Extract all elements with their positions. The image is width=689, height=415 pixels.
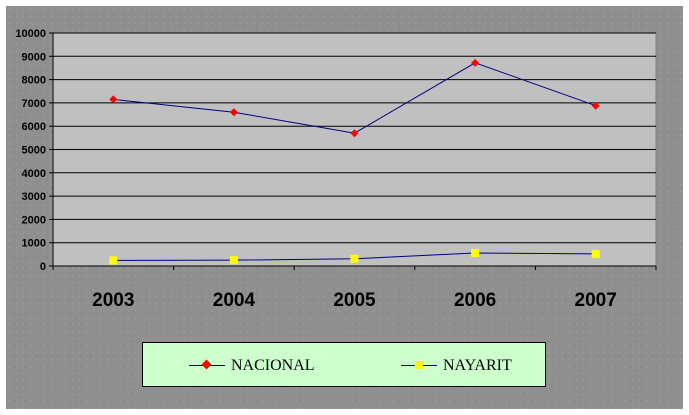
y-tick-label-3000: 3000 [22,191,46,203]
x-category-label-2004: 2004 [213,290,256,311]
data-point-nacional-2006 [471,58,480,67]
x-category-label-2007: 2007 [575,290,617,311]
legend-entry-nacional: NACIONAL [189,343,315,388]
y-tick-label-0: 0 [40,261,46,273]
data-point-nayarit-2005 [350,254,359,263]
legend-diamond-marker-icon [201,359,212,370]
y-tick-label-2000: 2000 [22,214,46,226]
x-category-label-2003: 2003 [92,290,134,311]
data-point-nayarit-2004 [229,256,238,265]
y-tick-label-10000: 10000 [15,28,46,40]
y-tick-label-5000: 5000 [22,145,46,157]
data-point-nacional-2004 [229,108,238,117]
y-tick-label-9000: 9000 [22,51,46,63]
line-chart: 0 1000 2000 3000 4000 5000 6000 7000 8000 9000 100… [15,28,657,311]
legend-square-marker-icon [415,361,423,369]
legend-label-nayarit: NAYARIT [443,356,512,374]
y-tick-label-6000: 6000 [22,121,46,133]
data-point-nayarit-2003 [109,256,118,265]
data-point-nayarit-2006 [471,248,480,257]
legend-label-nacional: NACIONAL [231,356,315,374]
y-tick-label-1000: 1000 [22,238,46,250]
data-point-nacional-2003 [109,95,118,104]
y-tick-label-8000: 8000 [22,75,46,87]
data-point-nacional-2005 [350,129,359,138]
y-tick-label-7000: 7000 [22,98,46,110]
x-category-label-2005: 2005 [333,290,376,311]
legend-entry-nayarit: NAYARIT [401,343,512,388]
data-point-nayarit-2007 [591,249,600,258]
x-category-label-2006: 2006 [454,290,496,311]
y-tick-label-4000: 4000 [22,168,46,180]
chart-legend: NACIONAL NAYARIT [142,342,546,387]
legend-line-nayarit [401,361,437,369]
chart-frame: 0 1000 2000 3000 4000 5000 6000 7000 8000 9000 100… [6,6,683,409]
data-point-nacional-2007 [591,101,600,110]
legend-line-nacional [189,359,225,370]
